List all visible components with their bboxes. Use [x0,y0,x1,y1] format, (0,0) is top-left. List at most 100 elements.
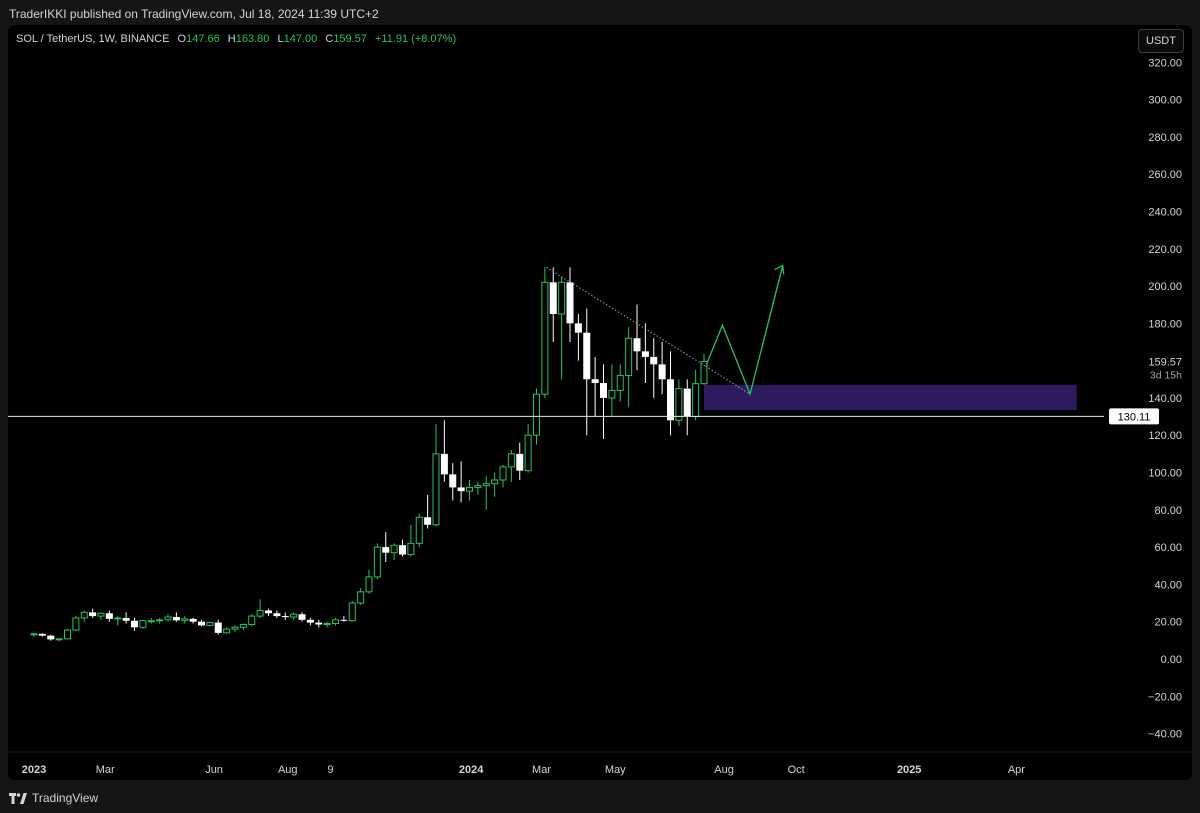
candle-body [692,383,700,418]
candle-body [457,487,465,492]
price-tick-label: −40.00 [1148,729,1182,741]
change-value: +11.91 (+8.07%) [374,33,457,45]
candle-body [507,453,515,468]
price-tick-label: 180.00 [1148,318,1182,330]
candle [315,619,323,628]
price-tick-label: 100.00 [1148,468,1182,480]
candle-body [541,281,549,395]
candle-body [147,620,155,623]
price-tick-label: 200.00 [1148,281,1182,293]
price-tick-label: 220.00 [1148,244,1182,256]
candle-body [189,618,197,622]
candle-body [373,546,381,578]
candle-body [72,617,80,631]
low-label: L [277,33,284,45]
candle-body [97,612,105,617]
candle-body [265,610,272,614]
published-text: TraderIKKI published on TradingView.com,… [9,7,379,21]
candle-body [131,620,138,628]
candle [306,617,314,626]
price-tick-label: 0.00 [1161,654,1182,666]
candle [608,364,616,417]
candle-body [591,379,599,384]
candle [625,327,633,408]
candle-body [683,388,691,417]
time-tick-label: Mar [532,764,551,776]
candle [139,619,147,630]
publish-header: TraderIKKI published on TradingView.com,… [0,0,1200,25]
time-axis[interactable]: 2023 Mar Jun Aug 9 2024 Mar May Aug Oct 2025 Apr [8,751,1192,776]
candle [600,364,607,439]
chart-frame[interactable]: 320.00 300.00 280.00 260.00 240.00 220.00 200.… [8,25,1192,780]
tradingview-logo[interactable]: TradingView [9,791,98,805]
price-tick-label: 80.00 [1154,505,1182,517]
time-tick-label: Aug [714,764,734,776]
candle [206,621,214,627]
candle [239,623,247,631]
candlestick-chart[interactable]: 320.00 300.00 280.00 260.00 240.00 220.00 200.… [8,25,1192,780]
candle [189,617,197,624]
price-tick-label: −20.00 [1148,691,1182,703]
time-tick-label: Jun [205,764,223,776]
close-value: 159.57 [333,33,367,45]
candle-body [231,626,239,630]
candle-body [574,323,582,333]
candle [64,629,71,640]
candle [466,479,473,501]
candle-body [198,621,205,626]
time-tick-label: Mar [96,764,115,776]
candle-body [625,337,633,377]
candle-body [440,453,448,475]
price-tick-label: 140.00 [1148,393,1182,405]
support-zone [704,384,1077,411]
candle-body [583,332,591,380]
candle [449,463,457,501]
candle [633,304,641,370]
candle [683,379,691,436]
high-label: H [227,33,236,45]
candle [457,461,465,503]
low-value: 147.00 [283,33,318,45]
price-tick-label: 60.00 [1154,542,1182,554]
currency-button[interactable]: USDT [1138,29,1184,53]
time-tick-label: 9 [327,764,333,776]
candle [507,450,515,482]
candle [667,351,674,436]
projection-arrowhead [774,264,785,275]
candle-body [214,622,222,633]
candle [105,610,113,622]
open-label: O [177,33,187,45]
candle-body [114,617,122,620]
price-axis[interactable]: 320.00 300.00 280.00 260.00 240.00 220.00 200.… [1109,57,1182,741]
candle-body [449,474,457,488]
candle [223,627,231,634]
price-tick-label: 120.00 [1148,430,1182,442]
candle [38,633,46,637]
candle-body [499,466,507,481]
candle-body [407,542,415,556]
candle-body [139,620,147,628]
candle [650,338,658,398]
candle-body [223,628,231,634]
drawings-layer [8,264,1104,417]
candle-body [390,544,398,554]
price-tick-label: 240.00 [1148,206,1182,218]
candle-body [306,619,314,623]
candle [491,472,499,497]
candle [30,632,38,637]
price-tick-label: 300.00 [1148,95,1182,107]
candle-body [533,393,540,436]
open-value: 147.66 [186,33,220,45]
candles-layer [30,267,708,642]
candle [382,532,390,563]
candle-body [700,360,708,385]
price-tick-label: 40.00 [1154,579,1182,591]
tradingview-logo-icon [9,792,27,804]
close-label: C [325,33,334,45]
candle [365,569,373,594]
candle-body [641,351,649,357]
candle [499,465,507,488]
candle-body [298,614,306,620]
candle [482,476,490,510]
candle-body [667,379,674,421]
